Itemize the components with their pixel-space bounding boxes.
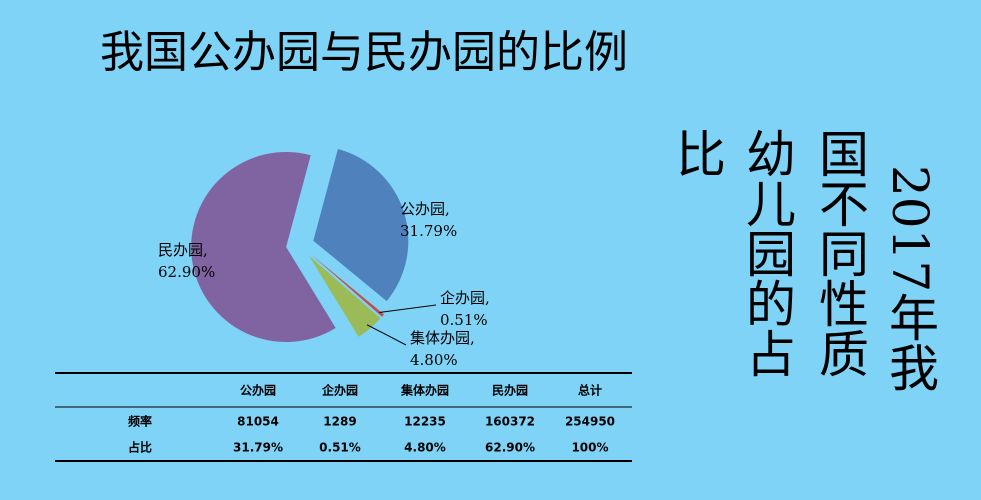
pie-slice — [310, 254, 385, 317]
slice-label: 集体办园, — [410, 329, 475, 347]
slice-label: 企办园, — [440, 289, 490, 307]
table-cell: 1289 — [323, 415, 356, 429]
table-header: 民办园 — [492, 383, 528, 398]
table-cell: 160372 — [485, 415, 535, 429]
table-header: 总计 — [578, 383, 602, 398]
pie-slice — [191, 152, 336, 343]
table-cell: 100% — [571, 441, 608, 455]
slice-value: 62.90% — [158, 263, 215, 281]
leader-line — [379, 304, 437, 314]
table-cell: 4.80% — [404, 441, 446, 455]
side-title: 2017年我 — [881, 165, 939, 393]
table-cell: 频率 — [128, 414, 152, 429]
table-cell: 占比 — [128, 440, 152, 455]
table-cell: 12235 — [404, 415, 446, 429]
slice-value: 31.79% — [400, 222, 457, 240]
side-title: 国不同性质 — [811, 128, 869, 378]
table-header: 企办园 — [321, 383, 358, 398]
table-header: 公办园 — [240, 383, 276, 398]
slice-value: 4.80% — [410, 351, 458, 369]
pie-slice — [309, 255, 381, 337]
side-title: 幼儿园的占 — [738, 128, 796, 378]
pie-slice — [313, 148, 409, 302]
slice-label: 公办园, — [400, 200, 450, 218]
leader-line — [366, 324, 407, 346]
table-cell: 31.79% — [233, 441, 283, 455]
table-cell: 0.51% — [319, 441, 361, 455]
table-cell: 254950 — [565, 415, 615, 429]
table-header: 集体办园 — [400, 383, 449, 398]
table-cell: 81054 — [237, 415, 279, 429]
side-title: 比 — [668, 128, 726, 178]
chart-title: 我国公办园与民办园的比例 — [100, 27, 628, 78]
slice-label: 民办园, — [158, 241, 208, 259]
slice-value: 0.51% — [440, 311, 488, 329]
table-cell: 62.90% — [485, 441, 535, 455]
